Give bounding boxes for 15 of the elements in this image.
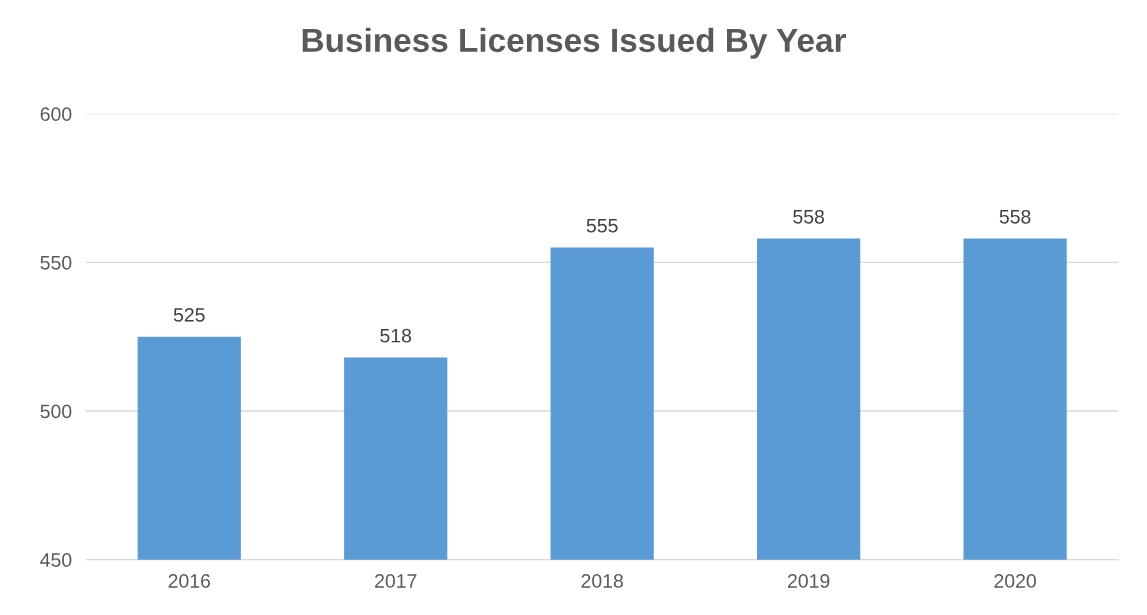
x-tick-label: 2018	[581, 574, 623, 588]
y-tick-label: 550	[40, 255, 72, 270]
y-tick-label: 500	[40, 404, 72, 419]
data-label: 555	[586, 219, 618, 233]
x-tick-label: 2019	[787, 574, 830, 588]
y-tick-label: 600	[40, 107, 72, 122]
data-label: 558	[999, 209, 1031, 224]
data-label: 525	[173, 307, 205, 322]
data-label: 558	[793, 209, 825, 224]
data-label: 518	[380, 328, 412, 343]
x-tick-label: 2017	[375, 574, 417, 588]
y-tick-label: 450	[40, 553, 72, 567]
chart-title: Business Licenses Issued By Year	[302, 27, 847, 59]
x-tick-label: 2020	[994, 574, 1036, 588]
x-tick-label: 2016	[168, 574, 211, 588]
